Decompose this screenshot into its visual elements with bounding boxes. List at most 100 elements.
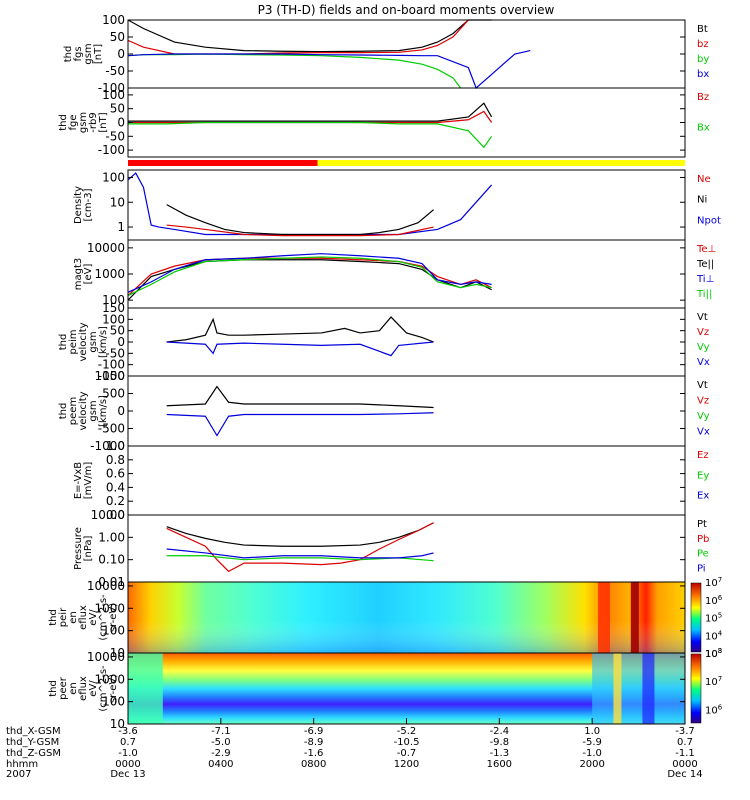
y-axis-label-line: en — [68, 682, 79, 695]
x-row-label: thd_X-GSM — [6, 726, 61, 737]
series-temp-Ti⊥ — [128, 253, 492, 293]
y-tick-label-vel_i: -100 — [98, 358, 125, 372]
legend-entry-vel_i: Vz — [697, 327, 709, 338]
y-axis-label-efield: E=-VxB [mV/m] — [73, 462, 94, 500]
y-axis-label-line: (cm^2-s- — [98, 594, 109, 641]
x-tick-value: 1600 — [487, 759, 512, 770]
colorbar-tick-label-spec_e: 106 — [705, 703, 723, 716]
x-tick-value: 1.0 — [584, 726, 600, 737]
y-tick-label-fge: -50 — [105, 129, 125, 143]
y-tick-label-vel_i: 50 — [110, 324, 125, 338]
x-tick-value: -3.7 — [675, 726, 695, 737]
y-axis-label-line: velocity — [78, 322, 89, 361]
y-axis-label-line: peer — [58, 676, 69, 700]
y-axis-label-line: thd — [48, 680, 59, 697]
legend-entry-fgs: Bt — [697, 24, 708, 35]
x-tick-value: -5.9 — [582, 737, 602, 748]
panel-frame-pressure — [127, 514, 686, 583]
y-tick-label-spec_e: 10000 — [87, 650, 125, 664]
electron-spectrogram-left — [128, 653, 163, 724]
x-tick-value: -9.8 — [490, 737, 510, 748]
y-tick-label-pressure: 0.10 — [98, 553, 125, 567]
y-tick-label-efield: 0.8 — [106, 453, 125, 467]
legend-entry-efield: Ey — [697, 470, 709, 481]
y-tick-label-spec_i: 100 — [102, 624, 125, 638]
x-tick-value: 0800 — [301, 759, 326, 770]
legend-entry-vel_e: Vx — [697, 427, 710, 438]
colorbar-tick-label-spec_e: 108 — [705, 647, 722, 660]
x-tick-value: 2000 — [579, 759, 604, 770]
chart-title: P3 (TH-D) fields and on-board moments ov… — [258, 3, 555, 17]
x-tick-date: Dec 13 — [110, 769, 145, 780]
x-row-label: 2007 — [6, 769, 31, 780]
y-tick-label-density: 100 — [102, 170, 125, 184]
ion-spectrogram-shade — [128, 582, 685, 653]
panel-frames-layer — [127, 19, 702, 725]
legend-entry-pressure: Pb — [697, 534, 709, 545]
legend-entry-temp: Ti|| — [696, 289, 712, 300]
series-vel_e-Vt — [166, 385, 434, 409]
y-tick-label-vel_e: -1000 — [90, 439, 125, 453]
y-tick-label-efield: 1.0 — [106, 439, 125, 453]
legend-entry-vel_e: Vy — [697, 411, 710, 422]
x-tick-value: -1.0 — [582, 748, 602, 759]
x-tick-value: 0.7 — [677, 737, 693, 748]
y-axis-label-line: eflux — [78, 605, 89, 630]
y-tick-label-pressure: 10.00 — [91, 508, 125, 522]
colorbar-tick-label-spec_i: 107 — [705, 576, 722, 589]
mode-bar-layer — [128, 160, 685, 166]
y-tick-label-vel_e: 0 — [117, 404, 125, 418]
y-axis-label-line: [nPa] — [83, 535, 94, 561]
panel-frame-temp — [127, 239, 686, 309]
x-tick-value: -0.7 — [397, 748, 417, 759]
x-tick-value: -1.6 — [304, 748, 324, 759]
y-tick-label-spec_i: 10000 — [87, 579, 125, 593]
y-tick-label-spec_e: 1000 — [94, 672, 125, 686]
colorbar-tick-label-spec_i: 106 — [705, 594, 723, 607]
legend-entry-vel_i: Vx — [697, 357, 710, 368]
y-axis-label-line: fgs — [73, 46, 84, 61]
ion-spectrogram-band — [630, 582, 639, 653]
panel-frame-vel_e — [127, 375, 686, 447]
y-axis-label-line: peim — [68, 329, 79, 354]
legend-entry-temp: Ti⊥ — [696, 274, 714, 285]
y-tick-label-temp: 100 — [102, 293, 125, 307]
y-axis-label-line: eV/ — [88, 680, 99, 697]
y-tick-label-vel_i: -50 — [105, 346, 125, 360]
colorbar-tick-label-spec_e: 107 — [705, 675, 722, 688]
legend-entry-vel_i: Vt — [697, 312, 708, 323]
y-axis-label-line: [km/s] — [98, 326, 109, 358]
mode-bar-segment — [317, 160, 685, 166]
x-tick-value: -1.3 — [490, 748, 510, 759]
legend-entry-vel_i: Vy — [697, 342, 710, 353]
y-axis-label-line: gsm — [78, 112, 89, 133]
x-tick-value: -10.5 — [394, 737, 420, 748]
series-pressure-Pb — [166, 522, 434, 573]
series-vel_i-Vx — [166, 341, 434, 357]
legend-entry-temp: Te⊥ — [696, 244, 716, 255]
y-axis-label-line: gsm — [88, 400, 99, 421]
y-tick-label-fge: 0 — [117, 116, 125, 130]
x-tick-date: Dec 14 — [667, 769, 702, 780]
legend-entry-vel_e: Vt — [697, 380, 708, 391]
y-tick-label-fgs: 100 — [102, 13, 125, 27]
y-tick-label-vel_i: 100 — [102, 312, 125, 326]
legend-entry-fgs: by — [697, 54, 709, 65]
x-row-label: thd_Y-GSM — [6, 737, 59, 748]
y-axis-label-line: [nT] — [98, 112, 109, 132]
y-tick-label-density: 10 — [110, 195, 125, 209]
y-tick-label-pressure: 0.01 — [98, 575, 125, 589]
colorbar-tick-label-spec_i: 105 — [705, 612, 722, 625]
y-tick-label-efield: 0.4 — [106, 480, 125, 494]
y-tick-label-vel_i: -150 — [98, 369, 125, 383]
legend-entry-vel_e: Vz — [697, 396, 709, 407]
legend-entry-efield: Ez — [697, 450, 709, 461]
x-tick-value: 1200 — [394, 759, 419, 770]
y-axis-label-pressure: Pressure [nPa] — [73, 527, 94, 570]
y-axis-label-line: E=-VxB — [73, 462, 84, 499]
y-axis-label-line: thd — [48, 609, 59, 626]
y-tick-label-fgs: -100 — [98, 81, 125, 95]
y-tick-label-fge: 50 — [110, 102, 125, 116]
y-tick-label-pressure: 1.00 — [98, 530, 125, 544]
